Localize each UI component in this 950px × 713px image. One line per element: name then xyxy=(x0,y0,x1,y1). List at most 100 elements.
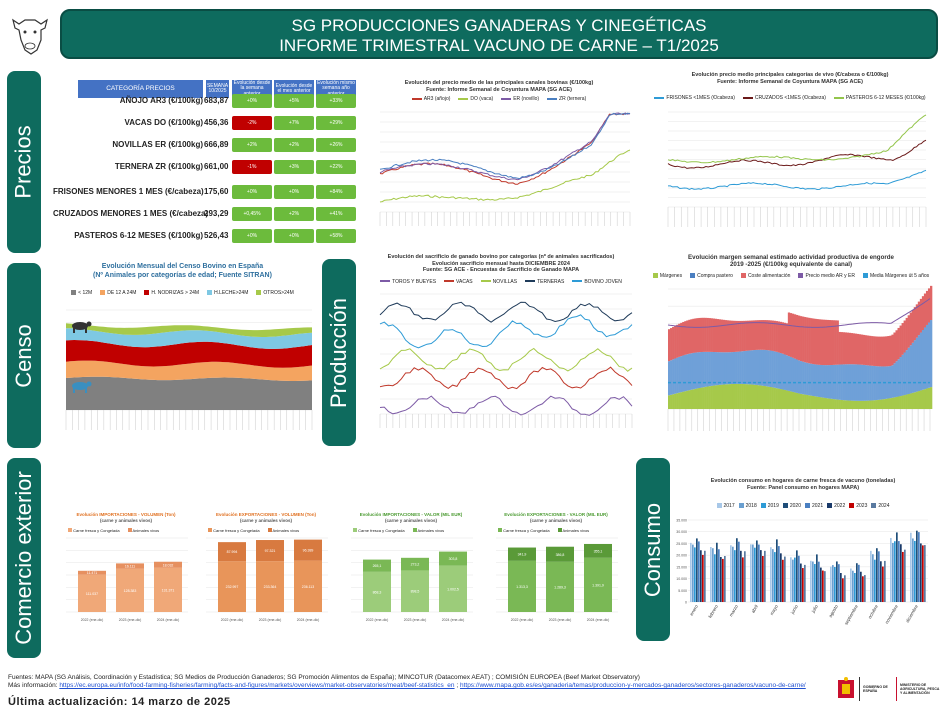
bar xyxy=(840,573,842,602)
bar xyxy=(694,547,696,602)
price-row-label: TERNERA ZR (€/100kg) xyxy=(114,162,203,171)
stacked-bar xyxy=(718,384,722,409)
stacked-bar xyxy=(668,361,671,396)
bar xyxy=(816,554,818,602)
stacked-bar xyxy=(867,335,870,366)
stacked-bar xyxy=(708,386,711,409)
bar xyxy=(782,559,784,602)
bar xyxy=(732,546,734,602)
legend-item: Animales vivos xyxy=(412,528,444,533)
stacked-bar xyxy=(844,400,848,409)
stacked-bar xyxy=(802,316,805,362)
stacked-bar xyxy=(887,398,890,409)
stacked-bar xyxy=(838,399,841,409)
chart-vivo-title: Evolución precio medio principales categ… xyxy=(691,72,889,78)
stacked-bar xyxy=(903,395,906,409)
chart-sacrificio-subtitle: Evolución sacrificio mensual hasta DICIE… xyxy=(432,260,570,267)
bar xyxy=(876,548,878,602)
legend-swatch xyxy=(827,503,833,509)
y-tick-label: 20.000 xyxy=(676,554,687,558)
stacked-bar xyxy=(913,392,917,409)
stacked-bar xyxy=(720,319,724,353)
stacked-bar xyxy=(745,320,748,351)
stacked-bar xyxy=(881,399,884,409)
stacked-bar xyxy=(820,319,823,365)
legend-swatch xyxy=(501,97,512,100)
legend-label: Carne fresca y Congelada xyxy=(73,528,120,533)
legend-item: Carne fresca y Congelada xyxy=(353,528,405,533)
price-table-head-c2: Evolución desde el mes anterior xyxy=(274,80,314,98)
series-line xyxy=(379,347,633,372)
y-tick-label: 0 xyxy=(685,601,687,605)
stacked-bar xyxy=(688,390,691,409)
legend-label: 2017 xyxy=(723,503,735,509)
stacked-bar xyxy=(930,387,933,409)
stacked-bar xyxy=(749,320,752,351)
bar-label: 341,9 xyxy=(518,553,527,557)
bar xyxy=(898,541,900,602)
stacked-bar xyxy=(881,336,884,367)
stacked-bar xyxy=(747,350,750,385)
bar-bottom xyxy=(294,560,322,612)
stacked-bar xyxy=(765,350,768,387)
price-row: TERNERA ZR (€/100kg) 661,00 -1% +3% +22% xyxy=(48,160,358,176)
bar xyxy=(752,544,754,602)
stacked-bar xyxy=(923,389,927,409)
stacked-bar xyxy=(909,345,913,394)
stacked-bar xyxy=(860,400,864,409)
bar-top xyxy=(294,539,322,561)
stacked-bar xyxy=(672,326,675,360)
footer-link-ec[interactable]: https://ec.europa.eu/info/food-farming-f… xyxy=(59,682,455,689)
legend-label: 2023 xyxy=(856,503,868,509)
stacked-bar xyxy=(871,365,874,401)
stacked-bar xyxy=(808,317,811,364)
section-comercio: Comercio exterior xyxy=(7,458,41,658)
stacked-bar xyxy=(737,320,740,352)
legend-item: NOVILLAS xyxy=(480,279,517,285)
stacked-bar xyxy=(822,397,825,409)
series-line xyxy=(379,395,633,416)
stacked-bar xyxy=(804,394,807,409)
bar-bottom xyxy=(78,574,106,612)
bar-label: 355,1 xyxy=(594,549,603,553)
price-row-value: 456,36 xyxy=(204,118,229,127)
stacked-bar xyxy=(852,333,856,365)
stacked-bar xyxy=(871,336,874,366)
price-table-head-c3: Evolución mismo semana año anterior xyxy=(316,80,356,98)
stacked-bar xyxy=(753,350,756,385)
price-row-change-week: +0% xyxy=(232,94,272,108)
stacked-bar xyxy=(781,353,785,390)
stacked-bar xyxy=(682,355,685,392)
bar-label: 236.113 xyxy=(302,585,314,589)
footer-link-mapa[interactable]: https://www.mapa.gob.es/es/ganaderia/tem… xyxy=(459,682,806,689)
x-label: 2024 (ene-dic) xyxy=(587,618,610,622)
price-table-head-category: CATEGORÍA PRECIOS xyxy=(78,80,203,98)
bar xyxy=(902,551,904,602)
stacked-bar xyxy=(773,320,776,352)
stacked-bar xyxy=(712,385,715,409)
stacked-bar xyxy=(732,383,736,409)
price-row-label: CRUZADOS MENORES 1 MES (€/cabeza) xyxy=(53,209,209,218)
bar xyxy=(704,550,706,602)
price-row: PASTEROS 6-12 MESES (€/100kg) 526,43 +0%… xyxy=(48,229,358,245)
chart-vivo: Evolución precio medio principales categ… xyxy=(648,72,932,240)
stacked-bar xyxy=(901,395,904,409)
chart-margen-subtitle: 2019 -2025 (€/100kg equivalente de canal… xyxy=(729,260,853,268)
bar xyxy=(920,543,922,602)
stacked-bar xyxy=(773,387,776,409)
stacked-bar xyxy=(757,385,760,409)
stacked-bar xyxy=(704,317,707,352)
stacked-bar xyxy=(743,384,746,409)
stacked-bar xyxy=(897,359,900,397)
stacked-bar xyxy=(668,329,671,362)
legend-swatch xyxy=(833,96,844,99)
stacked-bar xyxy=(670,360,673,395)
legend-swatch xyxy=(690,273,696,279)
bar xyxy=(852,570,854,602)
legend-label: ZR (ternera) xyxy=(559,96,587,102)
stacked-bar xyxy=(903,352,906,396)
series-line xyxy=(379,301,633,323)
stacked-bar xyxy=(728,320,732,353)
x-label: 2024 (ene-dic) xyxy=(157,618,180,622)
legend-label: OTROS>24M xyxy=(263,290,294,296)
